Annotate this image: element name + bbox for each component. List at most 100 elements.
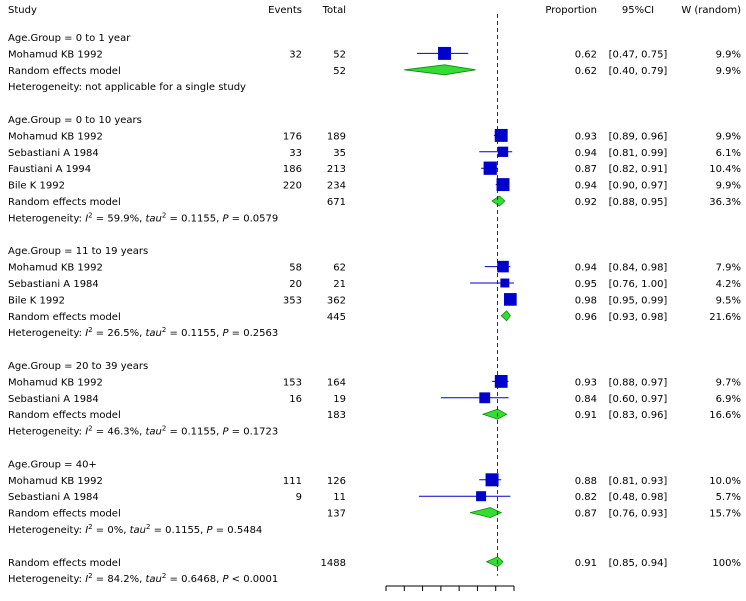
- heterogeneity-text: Heterogeneity: I2 = 46.3%, tau2 = 0.1155…: [8, 425, 278, 438]
- random-effects-total: 183: [327, 410, 346, 421]
- study-proportion: 0.84: [575, 394, 597, 405]
- study-proportion: 0.98: [575, 295, 597, 306]
- study-total: 11: [333, 492, 346, 503]
- study-proportion: 0.95: [575, 279, 597, 290]
- study-weight: 7.9%: [716, 263, 741, 274]
- random-effects-weight: 9.9%: [716, 66, 741, 77]
- effect-square: [494, 375, 508, 388]
- study-total: 362: [327, 295, 346, 306]
- study-proportion: 0.62: [575, 49, 597, 60]
- study-events: 9: [296, 492, 302, 503]
- random-effects-proportion: 0.91: [575, 410, 597, 421]
- study-name: Mohamud KB 1992: [8, 476, 103, 487]
- study-events: 58: [289, 263, 302, 274]
- study-weight: 6.1%: [716, 148, 741, 159]
- heterogeneity-text: Heterogeneity: I2 = 59.9%, tau2 = 0.1155…: [8, 211, 278, 224]
- study-name: Bile K 1992: [8, 295, 65, 306]
- random-effects-weight: 21.6%: [709, 312, 741, 323]
- study-events: 353: [283, 295, 302, 306]
- random-effects-total: 52: [333, 66, 346, 77]
- random-effects-ci: [0.93, 0.98]: [609, 312, 668, 323]
- x-axis: [385, 14, 515, 591]
- header-total: Total: [322, 5, 346, 16]
- study-ci: [0.89, 0.96]: [609, 131, 668, 142]
- study-total: 35: [333, 148, 346, 159]
- study-total: 189: [327, 131, 346, 142]
- study-events: 153: [283, 377, 302, 388]
- header-ci: 95%CI: [622, 5, 654, 16]
- study-proportion: 0.87: [575, 164, 597, 175]
- study-weight: 4.2%: [716, 279, 741, 290]
- heterogeneity-text: Heterogeneity: I2 = 26.5%, tau2 = 0.1155…: [8, 326, 278, 339]
- random-effects-label: Random effects model: [8, 197, 121, 208]
- study-name: Sebastiani A 1984: [8, 492, 99, 503]
- header-proportion: Proportion: [545, 5, 597, 16]
- study-total: 164: [327, 377, 346, 388]
- pooled-diamond: [491, 195, 506, 207]
- study-name: Mohamud KB 1992: [8, 49, 103, 60]
- random-effects-label: Random effects model: [8, 312, 121, 323]
- study-events: 33: [289, 148, 302, 159]
- study-name: Mohamud KB 1992: [8, 377, 103, 388]
- study-total: 126: [327, 476, 346, 487]
- study-name: Sebastiani A 1984: [8, 148, 99, 159]
- random-effects-total: 671: [327, 197, 346, 208]
- study-weight: 9.5%: [716, 295, 741, 306]
- random-effects-weight: 15.7%: [709, 509, 741, 520]
- pooled-diamond: [470, 507, 503, 519]
- overall-weight: 100%: [712, 558, 741, 569]
- study-ci: [0.81, 0.99]: [609, 148, 668, 159]
- study-proportion: 0.94: [575, 181, 597, 192]
- random-effects-ci: [0.88, 0.95]: [609, 197, 668, 208]
- pooled-diamond: [481, 408, 508, 420]
- subgroup-label: Age.Group = 0 to 1 year: [8, 33, 131, 44]
- overall-random-effects-label: Random effects model: [8, 558, 121, 569]
- study-proportion: 0.93: [575, 377, 597, 388]
- study-proportion: 0.93: [575, 131, 597, 142]
- header-weight: W (random): [681, 5, 741, 16]
- study-name: Sebastiani A 1984: [8, 394, 99, 405]
- study-total: 52: [333, 49, 346, 60]
- effect-square: [483, 161, 497, 175]
- random-effects-total: 137: [327, 509, 346, 520]
- study-ci: [0.84, 0.98]: [609, 263, 668, 274]
- study-events: 186: [283, 164, 302, 175]
- effect-square: [496, 178, 510, 192]
- study-weight: 10.0%: [709, 476, 741, 487]
- heterogeneity-text: Heterogeneity: not applicable for a sing…: [8, 82, 246, 93]
- study-name: Sebastiani A 1984: [8, 279, 99, 290]
- study-events: 111: [283, 476, 302, 487]
- overall-heterogeneity-text: Heterogeneity: I2 = 84.2%, tau2 = 0.6468…: [8, 572, 278, 585]
- overall-proportion: 0.91: [575, 558, 597, 569]
- study-weight: 10.4%: [709, 164, 741, 175]
- random-effects-proportion: 0.62: [575, 66, 597, 77]
- effect-square: [497, 146, 509, 157]
- study-ci: [0.60, 0.97]: [609, 394, 668, 405]
- random-effects-label: Random effects model: [8, 410, 121, 421]
- study-name: Faustiani A 1994: [8, 164, 91, 175]
- study-ci: [0.48, 0.98]: [609, 492, 668, 503]
- study-weight: 9.9%: [716, 181, 741, 192]
- forest-rows: Age.Group = 0 to 1 year Mohamud KB 1992 32…: [8, 33, 741, 585]
- study-total: 234: [327, 181, 346, 192]
- study-ci: [0.82, 0.91]: [609, 164, 668, 175]
- study-events: 32: [289, 49, 302, 60]
- effect-square: [485, 473, 499, 487]
- study-name: Mohamud KB 1992: [8, 263, 103, 274]
- study-events: 220: [283, 181, 302, 192]
- random-effects-proportion: 0.96: [575, 312, 597, 323]
- study-total: 213: [327, 164, 346, 175]
- subgroup-label: Age.Group = 20 to 39 years: [8, 361, 148, 372]
- effect-square: [479, 392, 491, 404]
- study-total: 19: [333, 394, 346, 405]
- study-weight: 6.9%: [716, 394, 741, 405]
- random-effects-total: 445: [327, 312, 346, 323]
- study-proportion: 0.94: [575, 148, 597, 159]
- study-weight: 9.9%: [716, 49, 741, 60]
- effect-square: [438, 46, 451, 60]
- random-effects-ci: [0.76, 0.93]: [609, 509, 668, 520]
- study-ci: [0.90, 0.97]: [609, 181, 668, 192]
- random-effects-weight: 36.3%: [709, 197, 741, 208]
- random-effects-ci: [0.40, 0.79]: [609, 66, 668, 77]
